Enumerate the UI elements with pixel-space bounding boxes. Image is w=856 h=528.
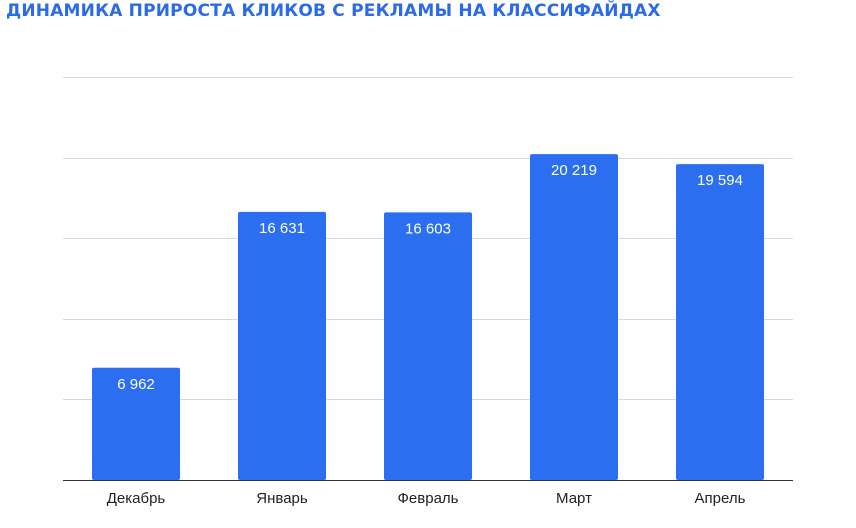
bar-value-label: 6 962 [117,376,155,393]
bar-value-label: 16 631 [259,220,305,237]
bar-2[interactable] [238,211,326,481]
category-label: Декабрь [107,490,166,507]
bars [92,154,764,481]
chart-title: ДИНАМИКА ПРИРОСТА КЛИКОВ С РЕКЛАМЫ НА КЛ… [6,1,661,21]
category-label: Январь [256,490,308,507]
bar-value-label: 19 594 [697,172,743,189]
category-label: Март [556,490,592,507]
bar-5[interactable] [676,164,764,480]
data-labels: 6 962 16 631 16 603 20 219 19 594 [117,162,743,393]
bar-1[interactable] [92,367,180,480]
bar-value-label: 20 219 [551,162,597,179]
category-label: Февраль [398,490,459,507]
bar-value-label: 16 603 [405,220,451,237]
bar-3[interactable] [384,212,472,481]
category-label: Апрель [695,490,746,507]
category-labels: Декабрь Январь Февраль Март Апрель [107,490,746,507]
bar-4[interactable] [530,154,618,481]
